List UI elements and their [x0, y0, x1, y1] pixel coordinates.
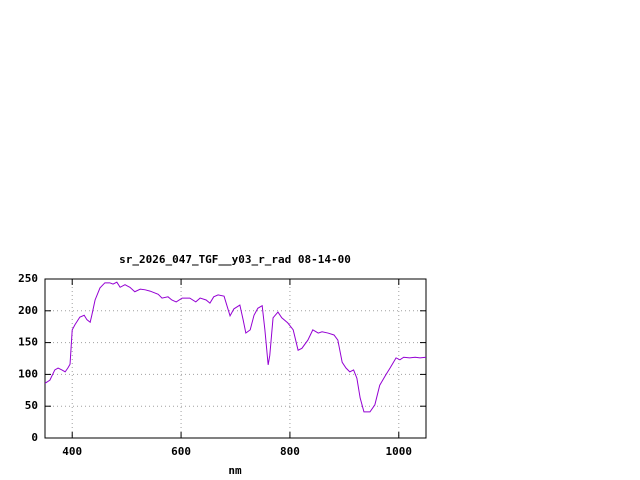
y-tick-label: 200 — [18, 304, 38, 317]
x-tick-label: 400 — [62, 445, 82, 458]
data-line — [44, 281, 427, 413]
x-tick-label: 800 — [280, 445, 300, 458]
x-axis-label: nm — [228, 464, 242, 477]
x-tick-label: 1000 — [386, 445, 413, 458]
y-tick-label: 250 — [18, 272, 38, 285]
x-tick-label: 600 — [171, 445, 191, 458]
y-tick-label: 150 — [18, 336, 38, 349]
chart-title: sr_2026_047_TGF__y03_r_rad 08-14-00 — [119, 253, 351, 266]
plot-border — [44, 278, 427, 439]
y-tick-label: 50 — [25, 399, 38, 412]
y-tick-label: 100 — [18, 367, 38, 380]
y-tick-label: 0 — [31, 431, 38, 444]
